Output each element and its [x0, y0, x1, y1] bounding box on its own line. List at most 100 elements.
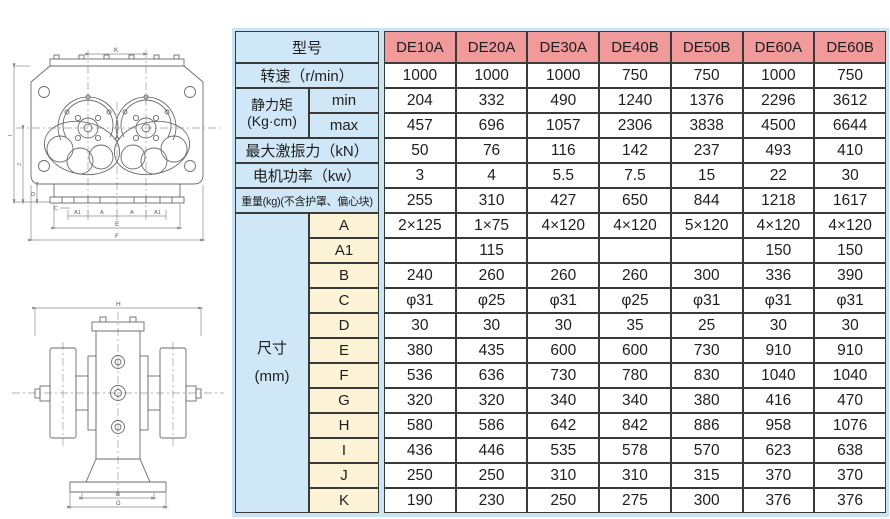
table-row: I 436 446 535 578 570 623 638	[235, 438, 886, 463]
dim-letter-cell: F	[309, 363, 380, 388]
data-cell: 30	[814, 313, 886, 338]
side-view-drawing: H B G	[12, 301, 224, 509]
data-cell: 5×120	[670, 213, 743, 238]
data-cell: 3	[384, 163, 456, 188]
data-cell: 30	[384, 313, 456, 338]
data-cell: 4×120	[527, 213, 600, 238]
data-cell: 536	[384, 363, 456, 388]
dim-label-A1: A1	[154, 210, 161, 216]
dim-label-B: B	[116, 492, 120, 498]
data-cell: φ31	[742, 288, 815, 313]
data-cell: 310	[455, 188, 528, 213]
data-cell: 320	[455, 388, 528, 413]
dim-label-K: K	[114, 47, 119, 54]
data-cell: 15	[670, 163, 743, 188]
data-cell	[527, 238, 600, 263]
dim-letter-cell: K	[309, 488, 380, 513]
data-cell: 623	[742, 438, 815, 463]
data-cell: 1000	[527, 63, 600, 88]
static-moment-label-line2: (Kg·cm)	[247, 113, 297, 129]
dim-label-F: F	[115, 233, 119, 240]
data-cell: 427	[527, 188, 600, 213]
front-view-dimensions	[12, 52, 206, 242]
model-header-cell: DE50B	[670, 31, 743, 63]
dim-letter-cell: D	[309, 313, 380, 338]
data-cell: φ25	[455, 288, 528, 313]
data-cell: 435	[455, 338, 528, 363]
data-cell: 25	[670, 313, 743, 338]
data-cell: 376	[814, 488, 886, 513]
data-cell: 50	[384, 138, 456, 163]
table-row: H 580 586 642 842 886 958 1076	[235, 413, 886, 438]
data-cell: 380	[384, 338, 456, 363]
dim-letter-cell: A1	[309, 238, 380, 263]
spec-table: 型号 DE10A DE20A DE30A DE40B DE50B DE60A DE60B 转速（…	[235, 31, 886, 513]
data-cell: 260	[527, 263, 600, 288]
data-cell: 370	[742, 463, 815, 488]
dim-letter-cell: G	[309, 388, 380, 413]
data-cell: φ25	[599, 288, 671, 313]
data-cell: 638	[814, 438, 886, 463]
param-label-cell: 最大激振力（kN）	[235, 138, 380, 163]
data-cell: 260	[455, 263, 528, 288]
centerlines	[12, 312, 224, 496]
front-view-dim-labels: K A1 A A A1 E F C D I J	[8, 47, 161, 240]
data-cell: 310	[527, 463, 600, 488]
data-cell: 730	[670, 338, 743, 363]
dims-label: 尺寸 (mm)	[236, 335, 308, 392]
data-cell: 4×120	[814, 213, 886, 238]
data-cell: 586	[455, 413, 528, 438]
dim-label-A: A	[100, 210, 104, 216]
data-cell: 7.5	[599, 163, 671, 188]
table-row: 转速（r/min） 1000 1000 1000 750 750 1000 750	[235, 63, 886, 88]
model-header-cell: DE60A	[742, 31, 815, 63]
model-header-cell: DE10A	[384, 31, 456, 63]
dim-label-E: E	[115, 221, 120, 228]
data-cell: 780	[599, 363, 671, 388]
data-cell: 22	[742, 163, 815, 188]
data-cell: 320	[384, 388, 456, 413]
data-cell: 1376	[670, 88, 743, 113]
data-cell: φ31	[814, 288, 886, 313]
data-cell: 275	[599, 488, 671, 513]
data-cell: 332	[455, 88, 528, 113]
data-cell: 416	[742, 388, 815, 413]
param-label-cell: 重量(kg)(不含护罩、偏心块)	[235, 188, 380, 213]
data-cell: 436	[384, 438, 456, 463]
side-view-dim-labels: H B G	[116, 301, 121, 507]
data-cell: 4×120	[742, 213, 815, 238]
dim-label-I: I	[8, 134, 14, 136]
data-cell: 3838	[670, 113, 743, 138]
data-cell: 4	[455, 163, 528, 188]
data-cell: 30	[455, 313, 528, 338]
data-cell: 1617	[814, 188, 886, 213]
data-cell: 600	[599, 338, 671, 363]
data-cell: 260	[599, 263, 671, 288]
front-view-drawing: K A1 A A A1 E F C D I J	[8, 47, 220, 242]
table-row: D 30 30 30 35 25 30 30	[235, 313, 886, 338]
data-cell: 636	[455, 363, 528, 388]
data-cell: 730	[527, 363, 600, 388]
data-cell: 340	[599, 388, 671, 413]
data-cell: 457	[384, 113, 456, 138]
data-cell: 250	[527, 488, 600, 513]
data-cell: 470	[814, 388, 886, 413]
dim-letter-cell: H	[309, 413, 380, 438]
dim-label-A1: A1	[74, 210, 81, 216]
data-cell: 1076	[814, 413, 886, 438]
table-row: 尺寸 (mm) A 2×125 1×75 4×120 4×120 5×120 4×120 4×12…	[235, 213, 886, 513]
data-cell: 580	[384, 413, 456, 438]
data-cell: 750	[599, 63, 671, 88]
data-cell: 1040	[814, 363, 886, 388]
data-cell: 237	[670, 138, 743, 163]
table-row: 静力矩 (Kg·cm) min 204 332 490 1240 1376 2296 3612	[235, 88, 886, 138]
data-cell: 570	[670, 438, 743, 463]
data-cell	[384, 238, 456, 263]
table-row: 最大激振力（kN） 50 76 116 142 237 493 410	[235, 138, 886, 163]
data-cell: 1000	[455, 63, 528, 88]
data-cell	[670, 238, 743, 263]
data-cell: 150	[742, 238, 815, 263]
model-header-cell: DE40B	[599, 31, 671, 63]
data-cell: 535	[527, 438, 600, 463]
